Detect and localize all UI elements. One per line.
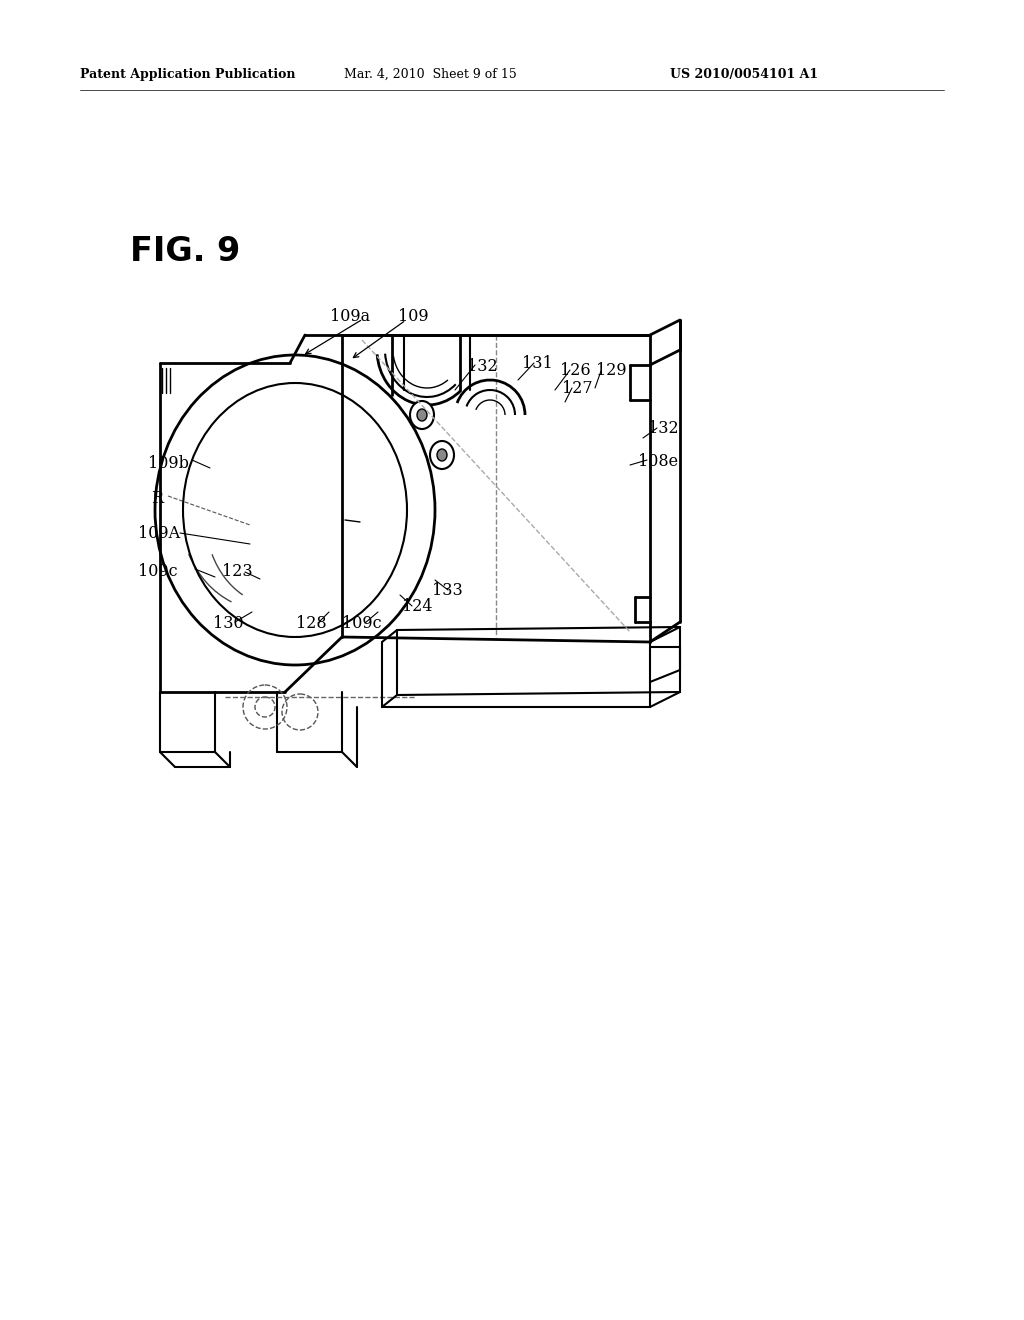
Ellipse shape — [430, 441, 454, 469]
Text: 109b: 109b — [148, 455, 188, 473]
Ellipse shape — [417, 409, 427, 421]
Text: 109c: 109c — [138, 564, 177, 579]
Ellipse shape — [437, 449, 447, 461]
Text: 129: 129 — [596, 362, 627, 379]
Text: 131: 131 — [522, 355, 553, 372]
Text: 132: 132 — [648, 420, 679, 437]
Text: 123: 123 — [222, 564, 253, 579]
Text: Patent Application Publication: Patent Application Publication — [80, 69, 296, 81]
Text: 109a: 109a — [330, 308, 370, 325]
Text: 133: 133 — [432, 582, 463, 599]
Text: 109A: 109A — [138, 525, 180, 543]
Text: 128: 128 — [296, 615, 327, 632]
Text: 126: 126 — [560, 362, 591, 379]
Text: R: R — [151, 490, 163, 507]
Text: 109: 109 — [398, 308, 429, 325]
Text: 124: 124 — [402, 598, 432, 615]
Text: 108e: 108e — [638, 453, 678, 470]
Text: US 2010/0054101 A1: US 2010/0054101 A1 — [670, 69, 818, 81]
Text: Mar. 4, 2010  Sheet 9 of 15: Mar. 4, 2010 Sheet 9 of 15 — [344, 69, 516, 81]
Text: 109c: 109c — [342, 615, 382, 632]
Text: 127: 127 — [562, 380, 593, 397]
Ellipse shape — [410, 401, 434, 429]
Text: FIG. 9: FIG. 9 — [130, 235, 241, 268]
Text: 130: 130 — [213, 615, 244, 632]
Text: 132: 132 — [467, 358, 498, 375]
